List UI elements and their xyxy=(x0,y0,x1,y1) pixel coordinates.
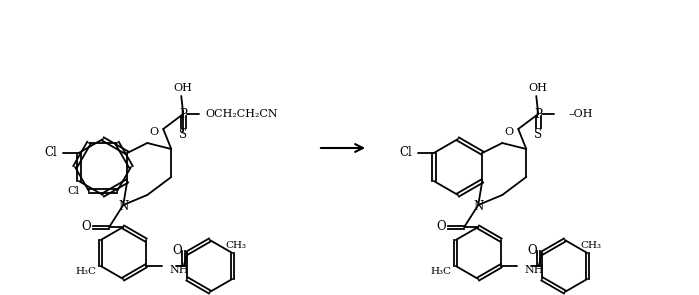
Text: N: N xyxy=(473,201,484,214)
Text: OCH₂CH₂CN: OCH₂CH₂CN xyxy=(205,109,278,119)
Text: CH₃: CH₃ xyxy=(226,240,247,250)
Text: NH: NH xyxy=(170,265,189,275)
Text: O: O xyxy=(82,220,91,234)
Text: O: O xyxy=(172,245,182,258)
Text: O: O xyxy=(436,220,446,234)
Text: OH: OH xyxy=(529,83,548,93)
Text: NH: NH xyxy=(525,265,545,275)
Text: Cl: Cl xyxy=(44,147,57,160)
Text: N: N xyxy=(118,201,129,214)
Text: H₃C: H₃C xyxy=(75,268,96,276)
Text: H₃C: H₃C xyxy=(431,268,452,276)
Text: O: O xyxy=(527,245,537,258)
Text: Cl: Cl xyxy=(399,147,412,160)
Text: S: S xyxy=(179,129,187,142)
Text: P: P xyxy=(534,107,542,120)
Text: –OH: –OH xyxy=(568,109,593,119)
Text: Cl: Cl xyxy=(67,186,79,196)
Text: O: O xyxy=(149,127,158,137)
Text: O: O xyxy=(504,127,513,137)
Text: CH₃: CH₃ xyxy=(581,240,602,250)
Text: S: S xyxy=(534,129,542,142)
Text: P: P xyxy=(180,107,187,120)
Text: OH: OH xyxy=(174,83,193,93)
